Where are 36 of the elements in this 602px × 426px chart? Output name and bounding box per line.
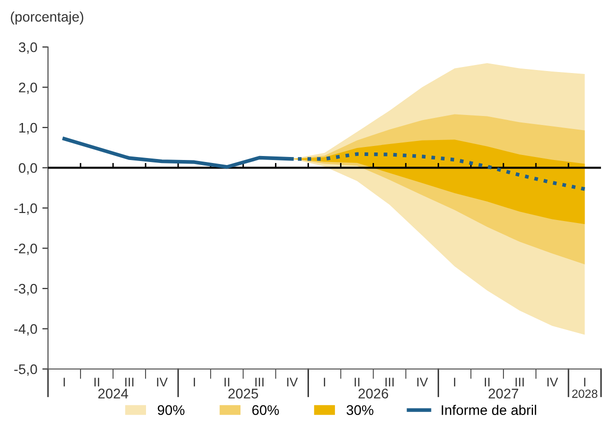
x-tick-label: IV [417, 378, 428, 386]
x-tick-label: I [454, 378, 456, 386]
y-axis-title: (porcentaje) [10, 12, 84, 24]
x-tick-label: I [584, 378, 586, 386]
y-tick-label: 1,0 [19, 122, 38, 134]
legend-label: 60% [252, 405, 279, 416]
y-tick-label: 0,0 [18, 163, 38, 175]
x-tick-label: I [194, 378, 195, 386]
x-tick-label: II [354, 378, 360, 386]
legend-label: 90% [158, 405, 184, 416]
text: 2025 [228, 388, 258, 398]
x-tick-label: IV [547, 378, 558, 386]
text: 2024 [98, 388, 128, 398]
y-tick-label: -3,0 [14, 284, 38, 296]
x-tick-label: IV [287, 378, 298, 386]
x-tick-label: II [94, 378, 100, 386]
y-tick-label: 3,0 [18, 42, 38, 54]
legend-label: 30% [346, 405, 374, 416]
x-tick-label: IV [157, 378, 168, 386]
y-tick-label: -4,0 [14, 324, 38, 336]
legend-label: Informe de abril [442, 404, 536, 416]
x-tick-label: III [255, 378, 264, 386]
x-tick-label: II [484, 378, 490, 386]
x-tick-label: I [324, 378, 326, 386]
x-tick-label: I [64, 378, 65, 386]
text: 2026 [358, 388, 388, 398]
y-tick-label: 2,0 [18, 82, 38, 94]
x-tick-label: III [516, 378, 524, 386]
text: 2028 [572, 390, 598, 398]
y-tick-label: -2,0 [14, 244, 38, 256]
x-tick-label: III [125, 378, 134, 386]
x-tick-label: III [386, 378, 394, 386]
y-tick-label: -1,0 [14, 203, 38, 215]
y-tick-label: -5,0 [14, 364, 38, 376]
x-tick-label: II [224, 378, 230, 386]
text: 2027 [488, 388, 518, 398]
